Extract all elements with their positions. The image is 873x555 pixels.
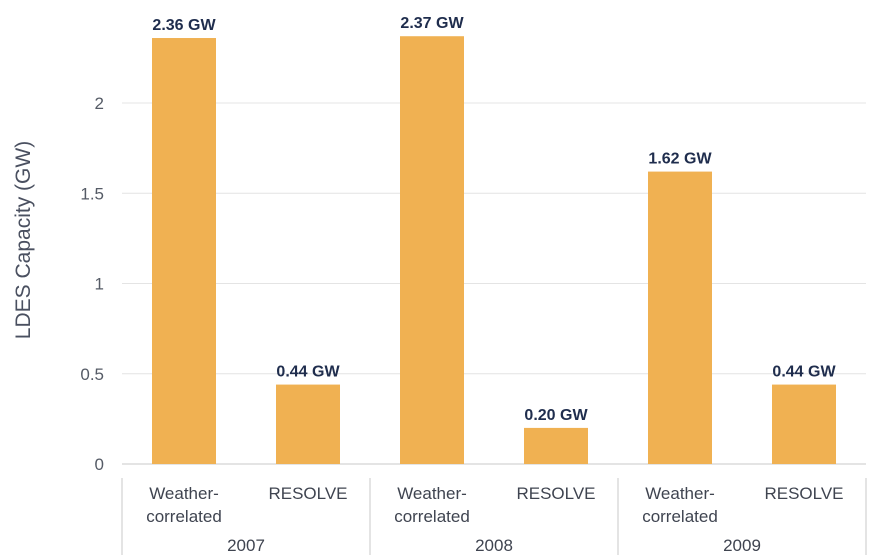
data-label: 0.44 GW [772,364,836,381]
group-label: 2008 [475,536,513,555]
x-tick-label: correlated [146,507,222,526]
bar [276,384,340,464]
group-label: 2007 [227,536,265,555]
bar [772,384,836,464]
data-label: 0.20 GW [524,407,588,424]
x-tick-label: Weather- [397,484,467,503]
x-tick-label: RESOLVE [764,484,843,503]
x-tick-label: Weather- [149,484,219,503]
y-axis-label: LDES Capacity (GW) [12,141,35,339]
y-tick-label: 2 [95,94,104,113]
x-tick-label: Weather- [645,484,715,503]
x-tick-label: correlated [642,507,718,526]
bar [152,38,216,465]
data-label: 0.44 GW [276,364,340,381]
bar [400,36,464,465]
y-tick-label: 1.5 [80,184,104,203]
bar [524,427,588,464]
x-tick-label: RESOLVE [268,484,347,503]
x-tick-label: RESOLVE [516,484,595,503]
data-label: 2.36 GW [152,17,216,34]
y-tick-label: 1 [95,275,104,294]
data-label: 1.62 GW [648,151,712,168]
data-label: 2.37 GW [400,15,464,32]
bar [648,171,712,464]
axes [121,463,867,555]
y-tick-label: 0.5 [80,365,104,384]
x-tick-label: correlated [394,507,470,526]
bars [152,36,836,465]
group-label: 2009 [723,536,761,555]
labels: 0 0.5 1 1.5 2 2.36 GW Weather-correlated 0.44 G… [80,15,843,555]
y-tick-label: 0 [95,455,104,474]
gridlines [122,102,866,375]
